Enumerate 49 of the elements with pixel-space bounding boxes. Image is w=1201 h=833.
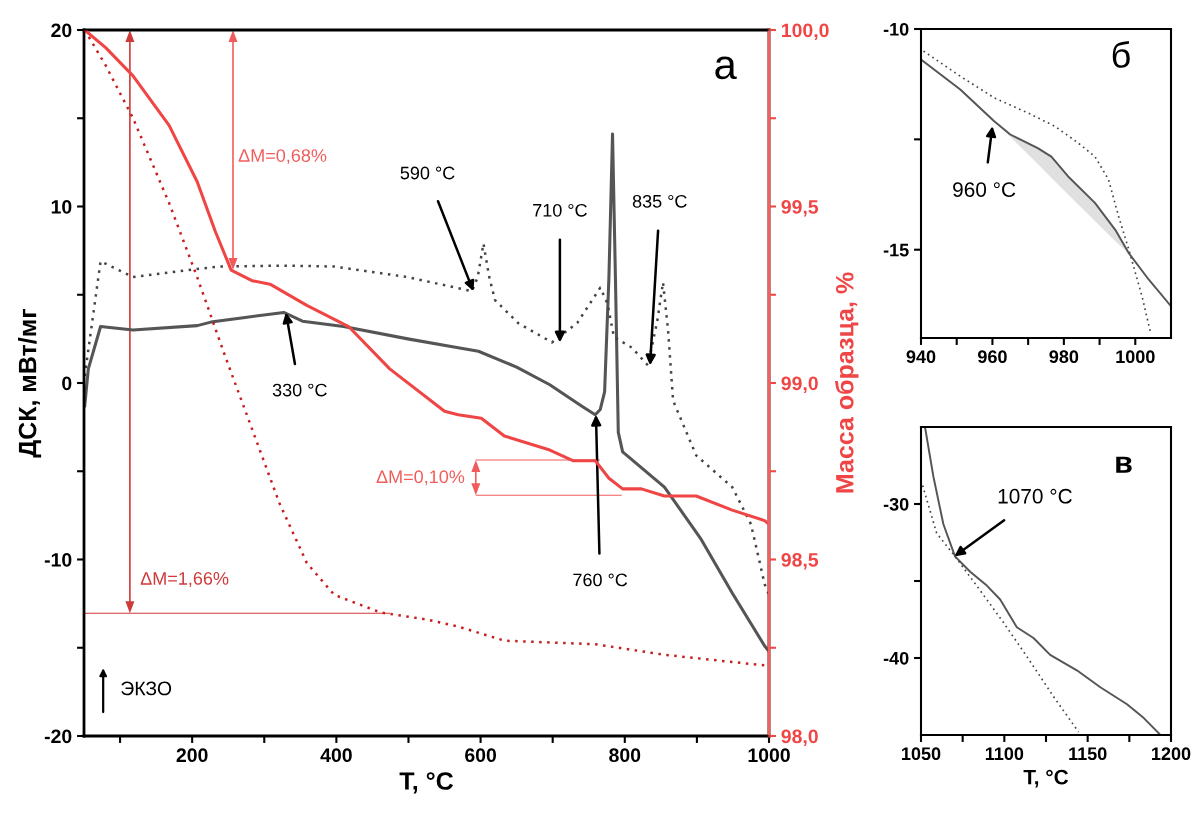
annotation: 1070 °C: [998, 488, 1072, 504]
x-axis-title: T, °C: [1023, 769, 1069, 788]
annotation: 330 °C: [272, 383, 327, 397]
annotation: ΔM=1,66%: [140, 572, 229, 587]
x-tick-label: 960: [977, 350, 1007, 364]
x-tick-label: 1000: [748, 748, 790, 763]
annotation: а: [715, 56, 737, 80]
y-axis-title: ДСК, мВт/мг: [18, 309, 42, 458]
x-tick-label: 1100: [985, 747, 1024, 761]
y-tick-label: 0: [62, 376, 72, 391]
y2-tick-label: 99,5: [781, 199, 819, 217]
annotation: б: [1112, 40, 1130, 68]
annotation: ЭКЗО: [121, 681, 172, 696]
line-series: [921, 484, 1080, 733]
y2-tick-label: 100,0: [782, 23, 829, 41]
annotation: в: [1116, 456, 1132, 473]
x-tick-label: 600: [465, 748, 496, 763]
annotation: 590 °C: [400, 166, 455, 180]
x-tick-label: 940: [906, 350, 936, 364]
y-tick-label: -10: [883, 22, 909, 36]
line-series: [84, 242, 769, 597]
annotation: ΔM=0,10%: [376, 470, 465, 486]
y-tick-label: -30: [883, 497, 909, 511]
y-tick-label: -40: [883, 651, 909, 665]
y-tick-label: 10: [51, 199, 72, 214]
y2-tick-label: 98,0: [781, 729, 818, 747]
x-tick-label: 1050: [902, 747, 941, 761]
y2-tick-label: 99,0: [781, 376, 818, 394]
x-tick-label: 980: [1049, 350, 1079, 364]
line-series: [84, 132, 769, 653]
x-axis-title: T, °C: [399, 772, 454, 794]
y-tick-label: -15: [883, 243, 909, 257]
annotation: 835 °C: [632, 194, 687, 208]
x-tick-label: 200: [176, 748, 208, 763]
x-tick-label: 1000: [1116, 350, 1155, 364]
annotation: 960 °C: [953, 182, 1016, 197]
y2-axis-title: Масса образца, %: [835, 272, 859, 493]
annotation: 760 °C: [573, 573, 628, 587]
y2-tick-label: 98,5: [781, 552, 819, 570]
x-tick-label: 1150: [1069, 747, 1107, 761]
x-tick-label: 1200: [1152, 747, 1191, 761]
y-tick-label: -20: [44, 729, 72, 744]
y-tick-label: 20: [51, 23, 72, 38]
x-tick-label: 800: [609, 748, 641, 763]
annotation: 710 °C: [533, 203, 587, 217]
x-tick-label: 400: [320, 748, 352, 763]
line-series: [924, 427, 1162, 735]
annotation: ΔM=0,68%: [238, 149, 327, 165]
y-tick-label: -10: [44, 552, 72, 567]
